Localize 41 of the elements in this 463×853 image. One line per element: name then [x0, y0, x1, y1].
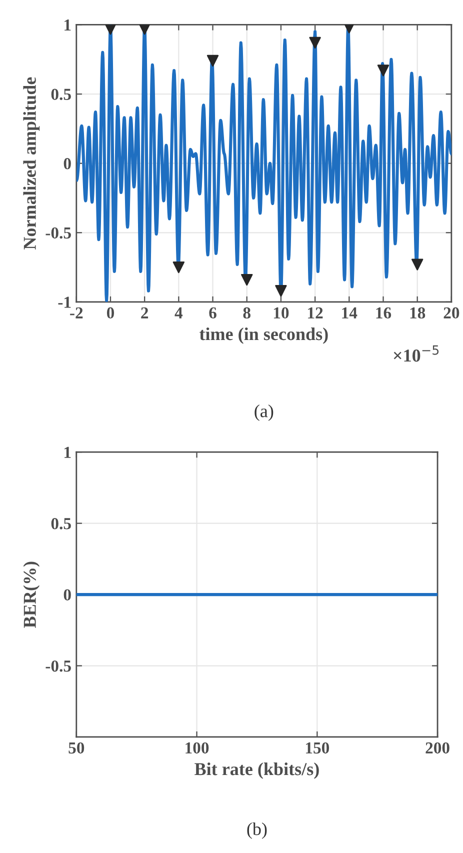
point: [411, 258, 424, 270]
y-tick-label: -0.5: [46, 227, 71, 239]
x-tick-label: 100: [186, 742, 209, 754]
y-tick-label: -1: [58, 296, 71, 308]
point: [138, 24, 150, 35]
point: [206, 54, 219, 67]
point: [309, 36, 321, 49]
point: [241, 274, 253, 286]
y-axis-title: BER(%): [23, 562, 40, 628]
x-tick-label: 12: [308, 307, 323, 318]
x-tick-label: 16: [376, 307, 392, 319]
x-tick-label: 200: [426, 742, 450, 754]
x-tick-label: 150: [306, 742, 330, 754]
x-tick-label: 0: [106, 307, 114, 319]
point: [104, 24, 116, 35]
point: [377, 64, 390, 76]
text: (b): [247, 822, 267, 839]
x-tick-label: 18: [410, 307, 426, 319]
x-tick-label: 14: [342, 307, 358, 318]
y-tick-label: 0: [64, 158, 71, 170]
x-axis-title: Bit rate (kbits/s): [194, 762, 319, 779]
text: ×10$^{−5}$: [394, 345, 439, 362]
y-tick-label: 1: [64, 446, 71, 458]
x-tick-label: 50: [68, 742, 84, 754]
y-tick-label: 0.5: [51, 518, 71, 530]
y-axis-title: Normalized amplitude: [23, 77, 40, 250]
y-tick-label: 1: [64, 20, 71, 31]
x-tick-label: 2: [141, 307, 148, 318]
x-tick-label: 20: [444, 307, 460, 319]
point: [275, 285, 287, 297]
text: (a): [254, 404, 274, 421]
y-tick-label: -0.5: [46, 660, 71, 672]
x-tick-label: 4: [174, 307, 183, 318]
y-tick-label: 0.5: [51, 88, 71, 100]
x-tick-label: 10: [274, 307, 289, 319]
x-tick-label: 8: [243, 307, 250, 319]
x-axis-title: time (in seconds): [200, 327, 328, 344]
x-tick-label: 6: [209, 307, 216, 319]
point: [172, 261, 185, 274]
y-tick-label: 0: [64, 589, 71, 600]
x-tick-label: -2: [70, 307, 83, 318]
